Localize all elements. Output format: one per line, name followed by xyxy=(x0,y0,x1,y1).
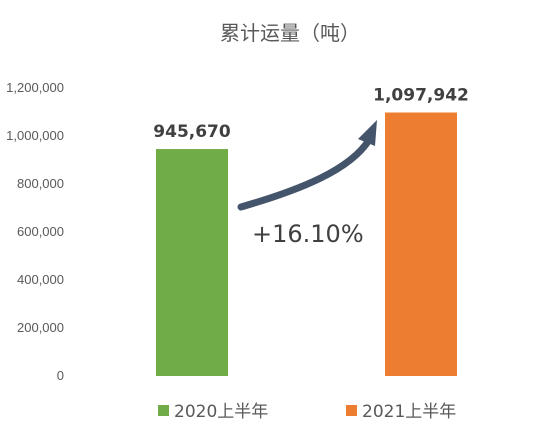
legend-label: 2020上半年 xyxy=(174,402,268,422)
legend: 2020上半年 2021上半年 xyxy=(158,402,456,422)
bar xyxy=(156,149,228,376)
y-tick-label: 1,200,000 xyxy=(6,80,64,95)
data-label: 945,670 xyxy=(153,122,231,142)
y-tick-label: 200,000 xyxy=(17,320,64,335)
bars xyxy=(156,112,457,376)
growth-arrow-head-icon xyxy=(358,120,377,146)
legend-swatch xyxy=(158,405,169,416)
y-tick-label: 400,000 xyxy=(17,272,64,287)
y-tick-label: 0 xyxy=(57,368,64,383)
y-tick-label: 800,000 xyxy=(17,176,64,191)
data-labels: 945,670 1,097,942 xyxy=(153,85,469,142)
growth-arrow xyxy=(237,136,373,211)
chart-title: 累计运量（吨） xyxy=(220,21,360,45)
legend-swatch xyxy=(346,405,357,416)
y-tick-label: 1,000,000 xyxy=(6,128,64,143)
y-tick-label: 600,000 xyxy=(17,224,64,239)
legend-label: 2021上半年 xyxy=(362,402,456,422)
growth-rate-label: +16.10% xyxy=(252,220,364,248)
bar xyxy=(385,112,457,376)
growth-annotation: +16.10% xyxy=(237,120,377,248)
data-label: 1,097,942 xyxy=(373,85,469,105)
y-axis: 0 200,000 400,000 600,000 800,000 1,000,000 1,… xyxy=(6,80,64,383)
